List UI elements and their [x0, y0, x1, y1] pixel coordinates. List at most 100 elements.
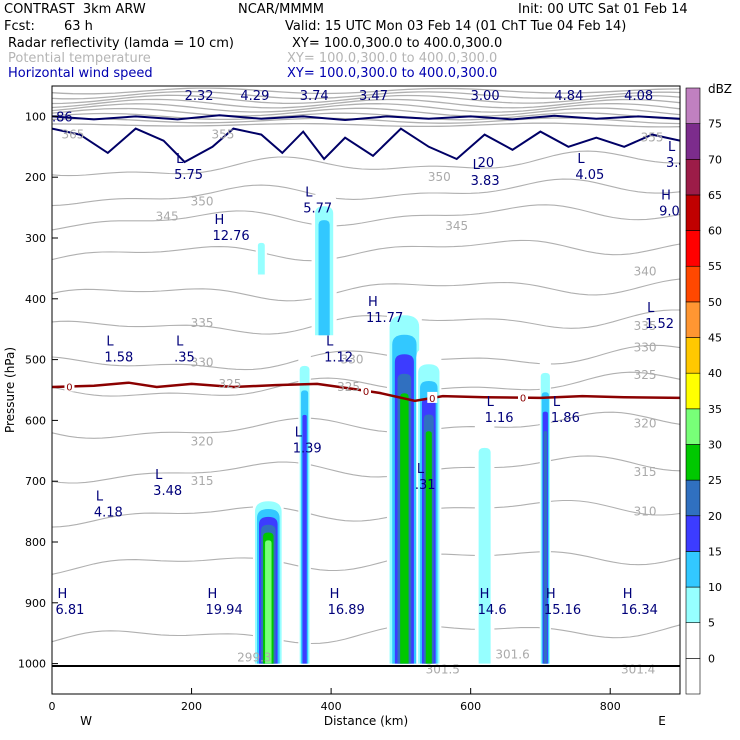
colorbar-swatch [685, 158, 701, 196]
colorbar-swatch [685, 301, 701, 338]
colorbar-swatch [685, 337, 701, 374]
y-tick-label: 700 [25, 475, 46, 488]
freezing-level-label: 0 [363, 387, 369, 398]
colorbar-swatch [685, 551, 701, 588]
theta-label: 330 [191, 356, 214, 370]
theta-label: 320 [634, 416, 657, 430]
theta-contour [52, 150, 680, 177]
wind-contour [52, 114, 680, 122]
high-center-marker: H [661, 189, 671, 204]
center-value: 5.77 [303, 201, 332, 216]
center-value: 1.58 [104, 350, 133, 365]
center-value: 6.81 [55, 603, 84, 618]
reflectivity-cell [252, 493, 284, 664]
y-tick-label: 200 [25, 171, 46, 184]
theta-label: 340 [634, 264, 657, 278]
low-center-marker: L [176, 334, 184, 349]
colorbar-swatch [685, 515, 701, 552]
x-end-label-west: W [80, 714, 92, 728]
low-center-marker: L [242, 73, 250, 88]
center-value: 3.43 [666, 156, 695, 171]
center-value: 16.89 [328, 603, 365, 618]
reflectivity-cell [474, 414, 495, 664]
center-value: 1.16 [485, 411, 514, 426]
low-center-marker: L [155, 468, 163, 483]
theta-contour [52, 178, 680, 207]
low-center-marker: L [326, 334, 334, 349]
colorbar-label: 75 [708, 118, 722, 131]
center-value: 1.39 [293, 442, 322, 457]
theta-contour [52, 309, 680, 335]
colorbar-label: 60 [708, 225, 722, 238]
theta-label: 301.6 [495, 647, 529, 661]
low-center-marker: L [305, 185, 313, 200]
field-1-name: Radar reflectivity (lamda = 10 cm) [8, 36, 234, 51]
x-tick-label: 200 [181, 700, 202, 713]
center-value: 3.48 [153, 484, 182, 499]
colorbar-label: 35 [708, 403, 722, 416]
theta-contour-upper [52, 107, 680, 117]
field-3-xy: XY= 100.0,300.0 to 400.0,300.0 [287, 66, 498, 81]
colorbar-unit: dBZ [708, 82, 732, 96]
high-center-marker: H [623, 587, 633, 602]
fcst-label: Fcst: [4, 19, 35, 34]
y-tick-label: 900 [25, 597, 46, 610]
theta-contour-upper [52, 112, 680, 121]
low-center-marker: L [361, 73, 369, 88]
center-value: 4.84 [554, 89, 583, 104]
center-value: 1.52 [645, 317, 674, 332]
theta-label: 325 [337, 380, 360, 394]
low-center-marker: L [295, 426, 303, 441]
center-value: 3.00 [471, 89, 500, 104]
low-center-marker: L [577, 152, 585, 167]
theta-contour [52, 551, 680, 575]
y-tick-label: 800 [25, 536, 46, 549]
y-tick-label: 400 [25, 293, 46, 306]
colorbar-label: 25 [708, 474, 722, 487]
theta-label: 299.3 [237, 651, 271, 665]
y-tick-label: 600 [25, 414, 46, 427]
theta-contour-upper [52, 90, 680, 100]
center-value: .35 [174, 350, 195, 365]
reflectivity-cell [255, 238, 267, 275]
low-center-marker: L [647, 301, 655, 316]
theta-label: 315 [191, 474, 214, 488]
colorbar-swatch [685, 408, 701, 445]
colorbar-label: 55 [708, 260, 722, 273]
center-value: 3.83 [471, 174, 500, 189]
field-3-name: Horizontal wind speed [8, 66, 153, 81]
theta-contour [52, 624, 680, 645]
theta-label: 301.4 [621, 663, 655, 677]
freezing-level-label: 0 [429, 394, 435, 405]
colorbar-swatch [685, 372, 701, 410]
theta-label: 335 [191, 316, 214, 330]
low-center-marker: L [487, 395, 495, 410]
colorbar-swatch [685, 444, 701, 481]
low-center-marker: L [473, 73, 481, 88]
field-2-name: Potential temperature [8, 51, 151, 66]
theta-contour [52, 278, 680, 302]
low-center-marker: L [302, 73, 310, 88]
theta-label: 310 [634, 505, 657, 519]
theta-label: 320 [191, 435, 214, 449]
y-tick-label: 300 [25, 232, 46, 245]
reflectivity-cell [539, 353, 551, 664]
high-center-marker: H [330, 587, 340, 602]
center-value: 14.6 [478, 603, 507, 618]
center-value: 4.18 [94, 505, 123, 520]
high-center-marker: H [214, 213, 224, 228]
low-center-marker: L [187, 73, 195, 88]
colorbar-label: 50 [708, 296, 722, 309]
field-1-xy: XY= 100.0,300.0 to 400.0,300.0 [292, 36, 503, 51]
center-value: 1.12 [324, 350, 353, 365]
center-value: 15.16 [544, 603, 581, 618]
low-center-marker: L [556, 73, 564, 88]
field-2-xy: XY= 100.0,300.0 to 400.0,300.0 [287, 51, 498, 66]
center-value: 3.74 [300, 89, 329, 104]
plot-frame [51, 85, 681, 695]
colorbar-swatch [685, 586, 701, 624]
colorbar-label: 5 [708, 617, 715, 630]
reflectivity-band [425, 431, 432, 664]
colorbar-swatch [685, 265, 701, 303]
freezing-level-label: 0 [520, 394, 526, 405]
